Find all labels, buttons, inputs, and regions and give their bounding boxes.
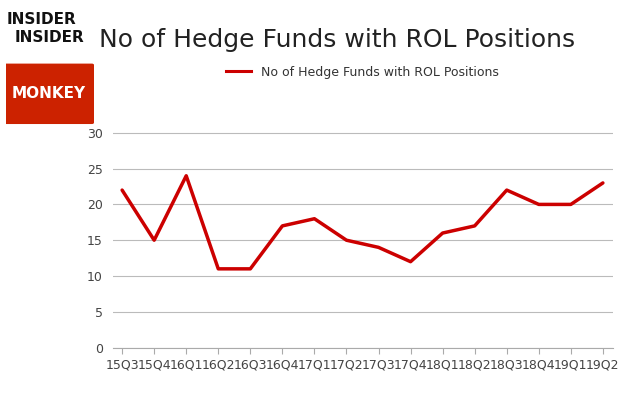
Legend: No of Hedge Funds with ROL Positions: No of Hedge Funds with ROL Positions [221,60,504,84]
Text: No of Hedge Funds with ROL Positions: No of Hedge Funds with ROL Positions [99,28,576,52]
FancyBboxPatch shape [4,64,94,124]
Text: MONKEY: MONKEY [12,86,86,101]
Text: INSIDER: INSIDER [6,12,76,27]
Text: INSIDER: INSIDER [14,30,84,45]
Text: MONKEY: MONKEY [6,71,81,86]
